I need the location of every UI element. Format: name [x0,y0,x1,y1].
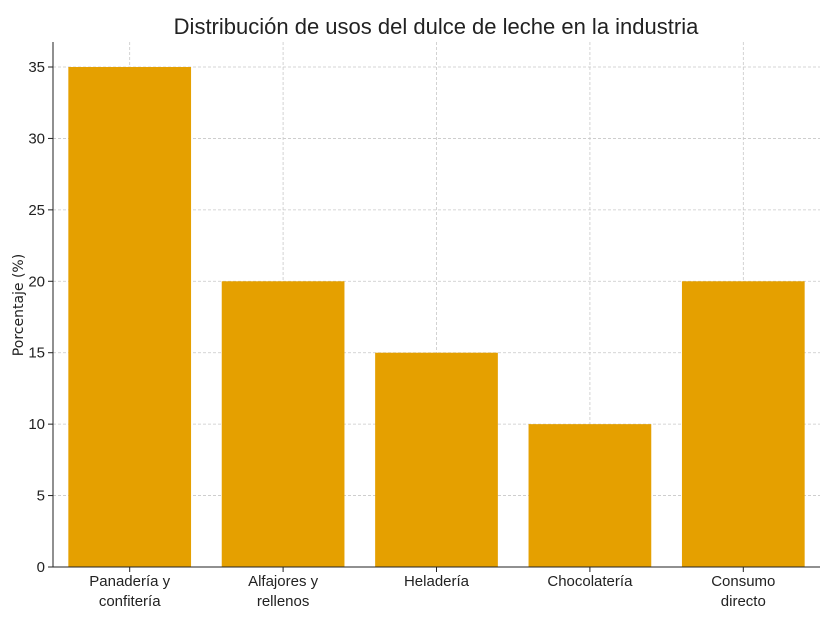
x-axis-ticks: Panadería y confitería Alfajores y rellenos… [89,567,775,610]
y-tick-label: 25 [28,202,45,219]
x-tick-label: Chocolatería [547,573,633,590]
y-axis-ticks: 0 5 10 15 20 25 30 35 [28,59,53,576]
y-axis-label: Porcentaje (%) [11,254,27,356]
bar [681,281,805,567]
y-tick-label: 5 [37,488,45,505]
bars [68,67,805,567]
y-tick-label: 35 [28,59,45,76]
y-tick-label: 30 [28,130,45,147]
chart-title: Distribución de usos del dulce de leche … [174,14,699,39]
bar [528,424,652,567]
x-tick-label-line: Alfajores y [248,573,319,590]
bar [221,281,345,567]
bar [68,67,192,567]
bar [375,352,498,567]
x-tick-label: Panadería y confitería [89,573,170,610]
x-tick-label-line: Chocolatería [547,573,633,590]
x-tick-label: Consumo directo [711,573,775,610]
x-tick-label-line: confitería [99,593,161,610]
y-tick-label: 20 [28,273,45,290]
y-tick-label: 15 [28,345,45,362]
y-tick-label: 10 [28,416,45,433]
x-tick-label-line: Panadería y [89,573,170,590]
x-tick-label: Heladería [404,573,470,590]
x-tick-label-line: directo [721,593,766,610]
x-tick-label-line: Consumo [711,573,775,590]
x-tick-label: Alfajores y rellenos [248,573,319,610]
x-tick-label-line: Heladería [404,573,470,590]
x-tick-label-line: rellenos [257,593,310,610]
y-tick-label: 0 [37,559,45,576]
